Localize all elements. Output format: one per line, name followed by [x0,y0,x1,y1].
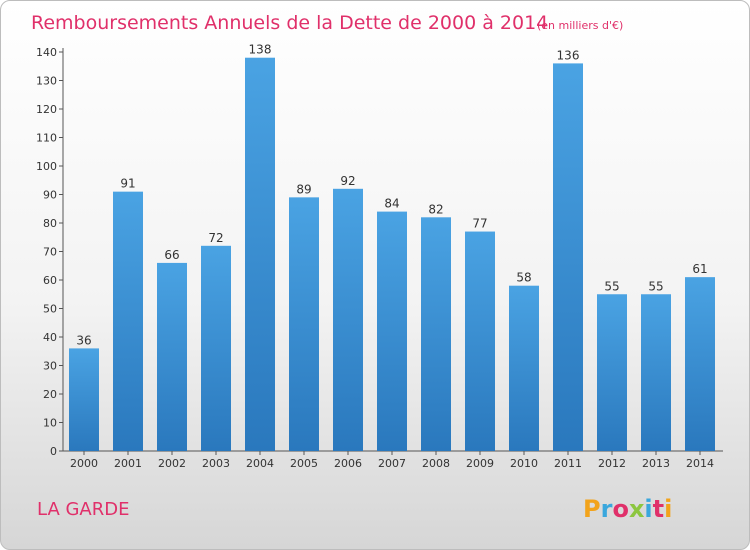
x-tick-label: 2014 [686,457,714,470]
y-tick-label: 60 [43,274,57,287]
y-tick-label: 0 [50,445,57,458]
y-tick-label: 100 [36,160,57,173]
chart-title: Remboursements Annuels de la Dette de 20… [31,12,548,34]
y-tick-label: 30 [43,360,57,373]
bar-value-label: 77 [472,217,487,231]
x-tick-label: 2009 [466,457,494,470]
bar [597,294,627,451]
bars: 36 91 66 72 138 89 92 84 82 77 58 136 55 55 61 [69,43,715,452]
bar [245,57,275,451]
x-tick-label: 2002 [158,457,186,470]
bar [69,348,99,451]
x-tick-label: 2006 [334,457,362,470]
y-tick-label: 70 [43,246,57,259]
x-tick-label: 2012 [598,457,626,470]
bar-value-label: 138 [249,43,272,57]
bar-value-label: 72 [208,231,223,245]
chart-subtitle: (en milliers d'€) [537,19,623,32]
x-tick-label: 2008 [422,457,450,470]
bar [333,188,363,452]
x-tick-label: 2000 [70,457,98,470]
x-tick-label: 2004 [246,457,274,470]
x-tick-label: 2005 [290,457,318,470]
bar-value-label: 55 [604,279,619,293]
bar-value-label: 55 [648,279,663,293]
axes: 0 10 20 30 40 50 60 70 80 90 100 110 120 130 140 2000 20… [36,46,723,470]
bar [509,285,539,451]
y-tick-label: 90 [43,189,57,202]
bar [201,245,231,451]
bar [553,63,583,452]
y-tick-label: 50 [43,303,57,316]
bar-value-label: 89 [296,182,311,196]
bar [157,262,187,451]
y-tick-label: 20 [43,388,57,401]
bar [685,277,715,451]
x-tick-label: 2007 [378,457,406,470]
bar [113,191,143,451]
bar-value-label: 136 [557,48,580,62]
bar-value-label: 92 [340,174,355,188]
y-tick-label: 130 [36,75,57,88]
bar-value-label: 91 [120,177,135,191]
bar-value-label: 36 [76,333,91,347]
x-tick-label: 2001 [114,457,142,470]
x-tick-label: 2010 [510,457,538,470]
y-tick-label: 120 [36,103,57,116]
bar-value-label: 84 [384,197,399,211]
y-tick-label: 110 [36,132,57,145]
town-name: LA GARDE [37,499,129,520]
bar [289,197,319,451]
proxiti-logo: Proxiti [583,495,672,523]
bar [465,231,495,451]
x-tick-label: 2003 [202,457,230,470]
bar-value-label: 66 [164,248,179,262]
bar [641,294,671,451]
x-tick-label: 2013 [642,457,670,470]
bar-value-label: 61 [692,262,707,276]
bar-value-label: 82 [428,202,443,216]
x-tick-label: 2011 [554,457,582,470]
bar [421,217,451,451]
y-tick-label: 140 [36,46,57,59]
y-tick-label: 80 [43,217,57,230]
bar [377,211,407,451]
y-tick-label: 10 [43,417,57,430]
y-tick-label: 40 [43,331,57,344]
bar-value-label: 58 [516,271,531,285]
